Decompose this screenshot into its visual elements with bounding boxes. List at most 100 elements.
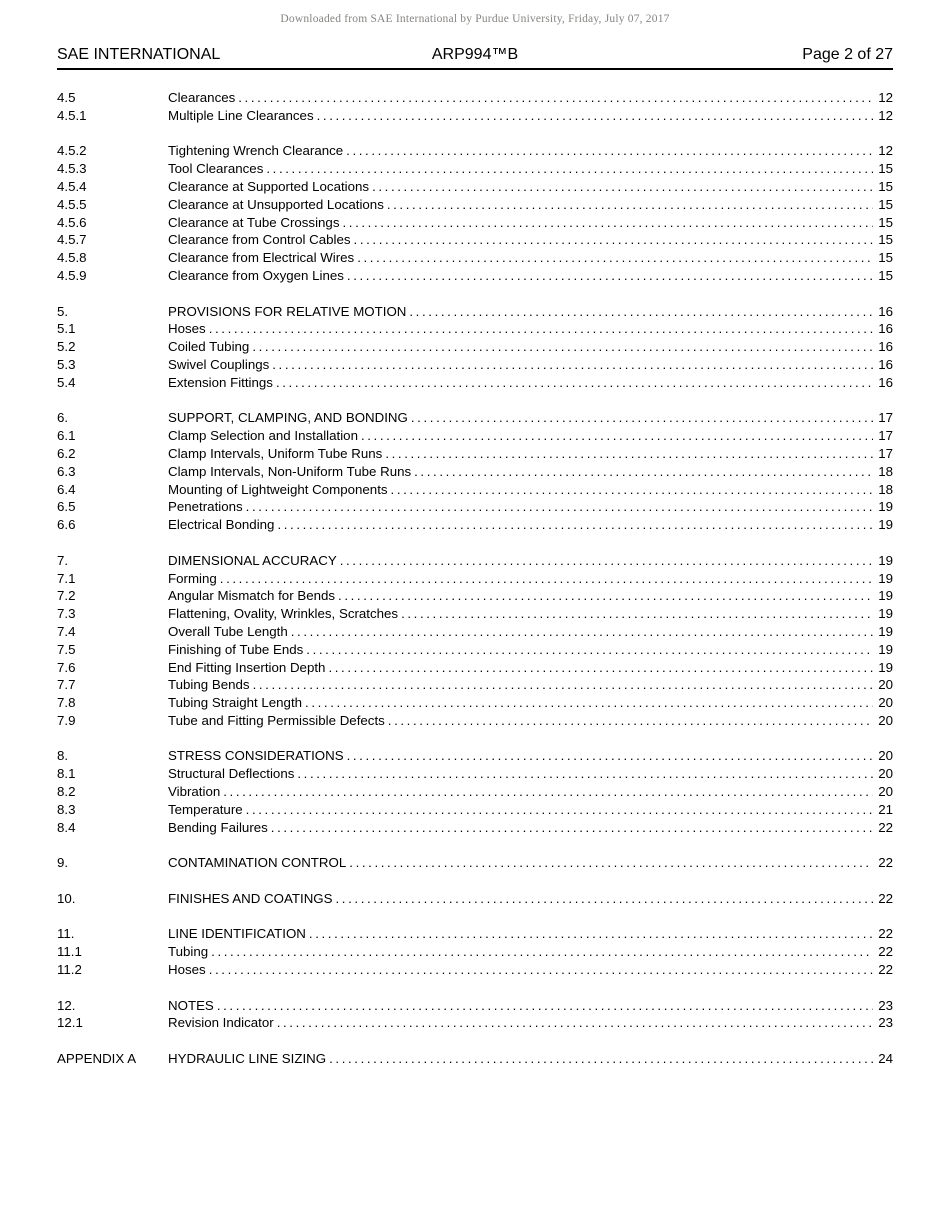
toc-entry[interactable]: 7.6 End Fitting Insertion Depth 19 [57, 659, 893, 677]
toc-entry-number: 4.5.7 [57, 232, 87, 248]
toc-entry-page: 17 [878, 410, 893, 426]
toc-entry-page: 19 [878, 570, 893, 586]
toc-entry-number: 6.4 [57, 481, 76, 497]
toc-leader-dots [369, 178, 873, 196]
toc-entry-page: 15 [878, 232, 893, 248]
toc-entry[interactable]: 7.2 Angular Mismatch for Bends 19 [57, 587, 893, 605]
toc-entry[interactable]: 6.4 Mounting of Lightweight Components 1… [57, 481, 893, 499]
toc-entry[interactable]: 6. SUPPORT, CLAMPING, AND BONDING 17 [57, 409, 893, 427]
toc-entry[interactable]: 11.2 Hoses 22 [57, 961, 893, 979]
toc-entry[interactable]: 4.5.7 Clearance from Control Cables 15 [57, 231, 893, 249]
toc-entry-title: Tubing Straight Length [168, 695, 303, 711]
toc-entry[interactable]: 4.5.3 Tool Clearances 15 [57, 160, 893, 178]
toc-entry-number: 8.2 [57, 784, 76, 800]
toc-entry-page: 12 [878, 107, 893, 123]
toc-entry-title: Clearance at Tube Crossings [168, 214, 340, 230]
toc-entry-number: 4.5.2 [57, 143, 87, 159]
toc-entry[interactable]: 4.5.2 Tightening Wrench Clearance 12 [57, 142, 893, 160]
toc-entry-number: 7. [57, 552, 69, 568]
toc-entry-page: 19 [878, 659, 893, 675]
toc-leader-dots [411, 463, 873, 481]
toc-entry[interactable]: 7.8 Tubing Straight Length 20 [57, 694, 893, 712]
toc-entry[interactable]: 7.4 Overall Tube Length 19 [57, 623, 893, 641]
toc-entry-number: 8. [57, 748, 69, 764]
toc-group: 12. NOTES 23 12.1 Revision Indicator 23 [57, 997, 893, 1033]
toc-entry[interactable]: 5.2 Coiled Tubing 16 [57, 338, 893, 356]
toc-entry[interactable]: 6.6 Electrical Bonding 19 [57, 516, 893, 534]
toc-entry[interactable]: 7. DIMENSIONAL ACCURACY 19 [57, 552, 893, 570]
toc-leader-dots [208, 943, 873, 961]
toc-entry-title: Penetrations [168, 499, 243, 515]
toc-entry-page: 20 [878, 784, 893, 800]
toc-entry-title: DIMENSIONAL ACCURACY [168, 552, 337, 568]
toc-entry-page: 16 [878, 321, 893, 337]
toc-leader-dots [243, 801, 874, 819]
toc-entry[interactable]: 7.5 Finishing of Tube Ends 19 [57, 641, 893, 659]
document-page: Downloaded from SAE International by Pur… [0, 0, 950, 1068]
toc-entry-number: 10. [57, 890, 76, 906]
toc-entry-title: Revision Indicator [168, 1015, 274, 1031]
toc-entry-title: Tool Clearances [168, 161, 264, 177]
toc-entry[interactable]: 7.7 Tubing Bends 20 [57, 676, 893, 694]
toc-entry[interactable]: 8.4 Bending Failures 22 [57, 819, 893, 837]
toc-entry[interactable]: 4.5.1 Multiple Line Clearances 12 [57, 107, 893, 125]
toc-entry-title: FINISHES AND COATINGS [168, 890, 333, 906]
toc-entry-number: 7.2 [57, 588, 76, 604]
toc-entry-title: Flattening, Ovality, Wrinkles, Scratches [168, 606, 399, 622]
toc-entry-title: Swivel Couplings [168, 356, 270, 372]
toc-entry[interactable]: 5. PROVISIONS FOR RELATIVE MOTION 16 [57, 303, 893, 321]
toc-entry-number: 12.1 [57, 1015, 83, 1031]
toc-entry-number: 6.3 [57, 463, 76, 479]
toc-entry[interactable]: 6.5 Penetrations 19 [57, 498, 893, 516]
toc-entry[interactable]: APPENDIX A HYDRAULIC LINE SIZING 24 [57, 1050, 893, 1068]
toc-entry-number: 7.9 [57, 712, 76, 728]
toc-leader-dots [354, 249, 873, 267]
toc-entry[interactable]: 5.4 Extension Fittings 16 [57, 374, 893, 392]
toc-entry[interactable]: 8.1 Structural Deflections 20 [57, 765, 893, 783]
toc-entry[interactable]: 9. CONTAMINATION CONTROL 22 [57, 854, 893, 872]
toc-entry[interactable]: 8. STRESS CONSIDERATIONS 20 [57, 747, 893, 765]
toc-entry[interactable]: 4.5 Clearances 12 [57, 89, 893, 107]
toc-entry[interactable]: 4.5.6 Clearance at Tube Crossings 15 [57, 214, 893, 232]
toc-entry[interactable]: 11. LINE IDENTIFICATION 22 [57, 925, 893, 943]
toc-entry-title: Overall Tube Length [168, 623, 288, 639]
toc-leader-dots [344, 267, 873, 285]
toc-entry[interactable]: 7.9 Tube and Fitting Permissible Defects… [57, 712, 893, 730]
toc-leader-dots [358, 427, 873, 445]
toc-leader-dots [335, 587, 873, 605]
toc-entry[interactable]: 6.1 Clamp Selection and Installation 17 [57, 427, 893, 445]
toc-entry-number: 11.2 [57, 962, 82, 978]
toc-group: 10. FINISHES AND COATINGS 22 [57, 890, 893, 908]
toc-entry-title: Vibration [168, 784, 221, 800]
toc-entry-number: 5.2 [57, 339, 76, 355]
toc-entry[interactable]: 5.1 Hoses 16 [57, 320, 893, 338]
toc-entry-title: Tubing Bends [168, 677, 250, 693]
toc-group: 11. LINE IDENTIFICATION 22 11.1 Tubing 2… [57, 925, 893, 978]
toc-entry[interactable]: 7.1 Forming 19 [57, 570, 893, 588]
toc-group: 4.5 Clearances 12 4.5.1 Multiple Line Cl… [57, 89, 893, 125]
toc-entry[interactable]: 4.5.4 Clearance at Supported Locations 1… [57, 178, 893, 196]
toc-entry-page: 19 [878, 517, 893, 533]
toc-entry[interactable]: 7.3 Flattening, Ovality, Wrinkles, Scrat… [57, 605, 893, 623]
toc-entry[interactable]: 11.1 Tubing 22 [57, 943, 893, 961]
toc-entry[interactable]: 10. FINISHES AND COATINGS 22 [57, 890, 893, 908]
toc-entry-number: 4.5.5 [57, 196, 87, 212]
toc-entry-number: 6.1 [57, 428, 76, 444]
toc-entry[interactable]: 12.1 Revision Indicator 23 [57, 1014, 893, 1032]
toc-leader-dots [398, 605, 873, 623]
toc-entry[interactable]: 6.2 Clamp Intervals, Uniform Tube Runs 1… [57, 445, 893, 463]
toc-leader-dots [326, 1050, 873, 1068]
page-header: SAE INTERNATIONAL ARP994™B Page 2 of 27 [57, 46, 893, 70]
toc-entry[interactable]: 5.3 Swivel Couplings 16 [57, 356, 893, 374]
toc-entry[interactable]: 4.5.9 Clearance from Oxygen Lines 15 [57, 267, 893, 285]
toc-entry[interactable]: 4.5.8 Clearance from Electrical Wires 15 [57, 249, 893, 267]
toc-entry-title: Clamp Selection and Installation [168, 428, 358, 444]
toc-entry[interactable]: 6.3 Clamp Intervals, Non-Uniform Tube Ru… [57, 463, 893, 481]
toc-entry[interactable]: 12. NOTES 23 [57, 997, 893, 1015]
toc-entry-title: Clearance at Unsupported Locations [168, 196, 384, 212]
toc-entry[interactable]: 8.2 Vibration 20 [57, 783, 893, 801]
toc-entry[interactable]: 8.3 Temperature 21 [57, 801, 893, 819]
toc-entry-page: 15 [878, 196, 893, 212]
toc-entry-title: Finishing of Tube Ends [168, 641, 304, 657]
toc-entry[interactable]: 4.5.5 Clearance at Unsupported Locations… [57, 196, 893, 214]
